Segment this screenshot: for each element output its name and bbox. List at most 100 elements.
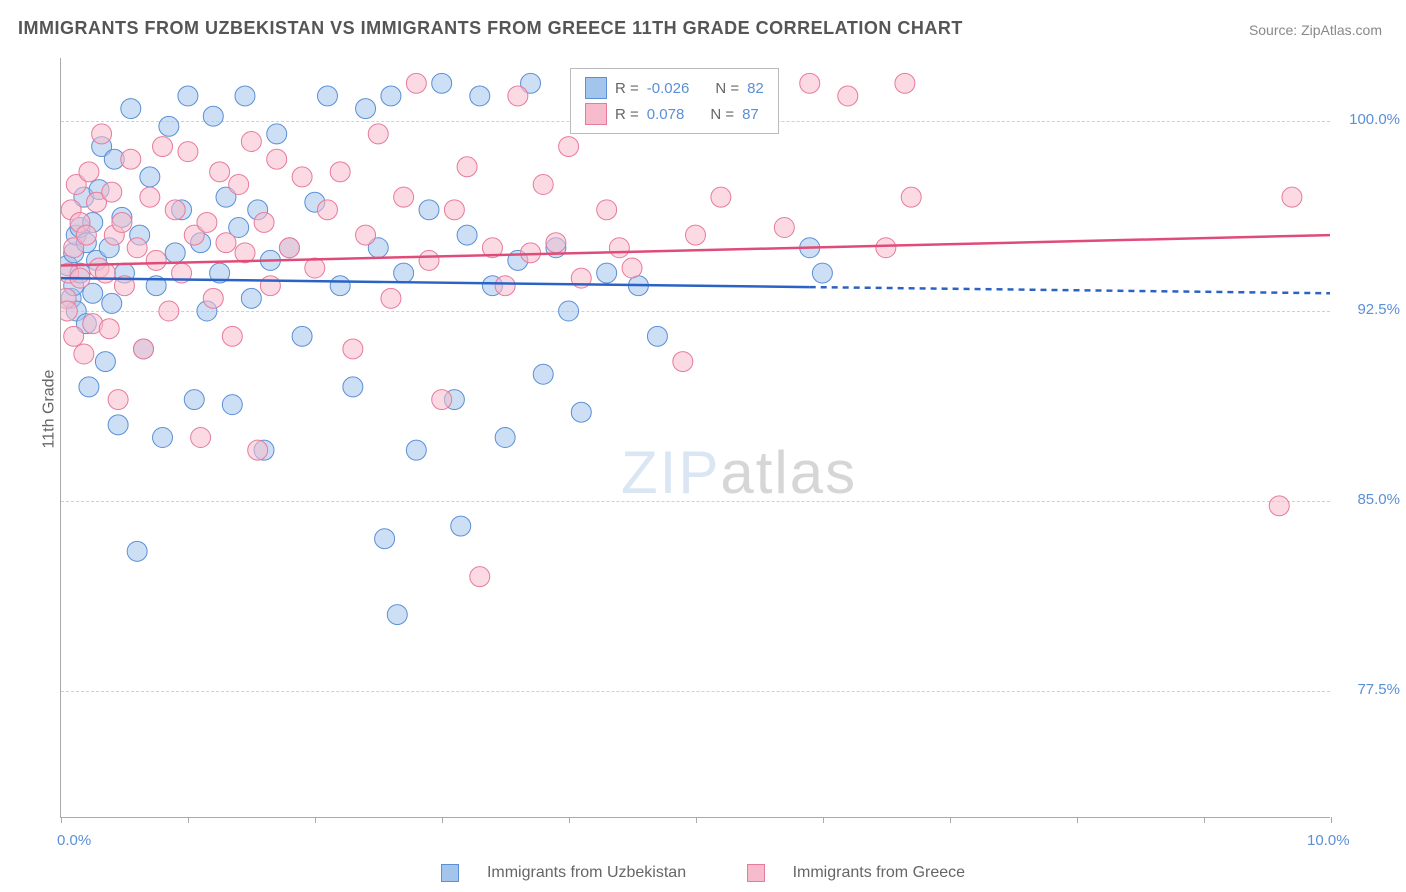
data-point	[121, 99, 141, 119]
data-point	[153, 137, 173, 157]
data-point	[248, 440, 268, 460]
data-point	[330, 162, 350, 182]
data-point	[121, 149, 141, 169]
data-point	[210, 162, 230, 182]
data-point	[1282, 187, 1302, 207]
data-point	[521, 243, 541, 263]
data-point	[178, 86, 198, 106]
data-point	[92, 124, 112, 144]
data-point	[216, 233, 236, 253]
data-point	[102, 182, 122, 202]
data-point	[546, 233, 566, 253]
legend-n-value-2: 87	[742, 106, 759, 123]
data-point	[711, 187, 731, 207]
data-point	[597, 200, 617, 220]
data-point	[406, 73, 426, 93]
x-tick	[442, 817, 443, 823]
data-point	[127, 238, 147, 258]
data-point	[254, 212, 274, 232]
data-point	[305, 258, 325, 278]
data-point	[622, 258, 642, 278]
data-point	[495, 428, 515, 448]
data-point	[444, 200, 464, 220]
legend-swatch-icon	[747, 864, 765, 882]
data-point	[102, 293, 122, 313]
data-point	[99, 319, 119, 339]
data-point	[178, 142, 198, 162]
data-point	[267, 124, 287, 144]
data-point	[197, 212, 217, 232]
data-point	[229, 175, 249, 195]
data-point	[317, 86, 337, 106]
data-point	[317, 200, 337, 220]
data-point	[95, 263, 115, 283]
data-point	[235, 86, 255, 106]
data-point	[343, 377, 363, 397]
legend-r-value-1: -0.026	[647, 80, 690, 97]
data-point	[279, 238, 299, 258]
data-point	[159, 116, 179, 136]
y-tick-label: 92.5%	[1340, 301, 1400, 318]
data-point	[260, 276, 280, 296]
y-tick-label: 85.0%	[1340, 491, 1400, 508]
data-point	[419, 250, 439, 270]
legend-swatch-2	[585, 103, 607, 125]
legend-n-label: N =	[710, 106, 734, 123]
data-point	[387, 605, 407, 625]
data-point	[165, 200, 185, 220]
data-point	[470, 86, 490, 106]
legend-item-1: Immigrants from Uzbekistan	[427, 864, 700, 881]
data-point	[241, 132, 261, 152]
legend-row-series-2: R = 0.078 N = 87	[585, 101, 764, 127]
trend-line-extrapolated	[810, 287, 1330, 293]
data-point	[571, 402, 591, 422]
data-point	[133, 339, 153, 359]
data-point	[153, 428, 173, 448]
data-point	[457, 157, 477, 177]
x-tick	[188, 817, 189, 823]
data-point	[108, 390, 128, 410]
data-point	[774, 218, 794, 238]
chart-plot-area: ZIPatlas 77.5%85.0%92.5%100.0%0.0%10.0%	[60, 58, 1330, 818]
data-point	[381, 288, 401, 308]
x-tick	[315, 817, 316, 823]
scatter-svg	[61, 58, 1330, 817]
x-tick	[61, 817, 62, 823]
data-point	[495, 276, 515, 296]
data-point	[191, 428, 211, 448]
y-axis-label: 11th Grade	[40, 370, 58, 449]
data-point	[457, 225, 477, 245]
y-tick-label: 77.5%	[1340, 681, 1400, 698]
data-point	[95, 352, 115, 372]
legend-row-series-1: R = -0.026 N = 82	[585, 75, 764, 101]
x-tick	[1331, 817, 1332, 823]
data-point	[330, 276, 350, 296]
data-point	[559, 301, 579, 321]
data-point	[647, 326, 667, 346]
legend-item-2: Immigrants from Greece	[733, 864, 979, 881]
data-point	[241, 288, 261, 308]
data-point	[159, 301, 179, 321]
data-point	[533, 364, 553, 384]
data-point	[470, 567, 490, 587]
data-point	[165, 243, 185, 263]
data-point	[394, 187, 414, 207]
legend-r-label: R =	[615, 106, 639, 123]
data-point	[140, 167, 160, 187]
data-point	[381, 86, 401, 106]
data-point	[292, 167, 312, 187]
data-point	[343, 339, 363, 359]
data-point	[597, 263, 617, 283]
data-point	[184, 390, 204, 410]
source-attribution: Source: ZipAtlas.com	[1249, 22, 1382, 38]
data-point	[222, 326, 242, 346]
correlation-legend: R = -0.026 N = 82 R = 0.078 N = 87	[570, 68, 779, 134]
legend-series-1-label: Immigrants from Uzbekistan	[487, 864, 686, 881]
legend-r-value-2: 0.078	[647, 106, 685, 123]
series-legend: Immigrants from Uzbekistan Immigrants fr…	[0, 864, 1406, 882]
data-point	[61, 301, 77, 321]
legend-n-value-1: 82	[747, 80, 764, 97]
data-point	[559, 137, 579, 157]
chart-title: IMMIGRANTS FROM UZBEKISTAN VS IMMIGRANTS…	[18, 18, 963, 39]
x-tick-label: 0.0%	[57, 832, 91, 849]
